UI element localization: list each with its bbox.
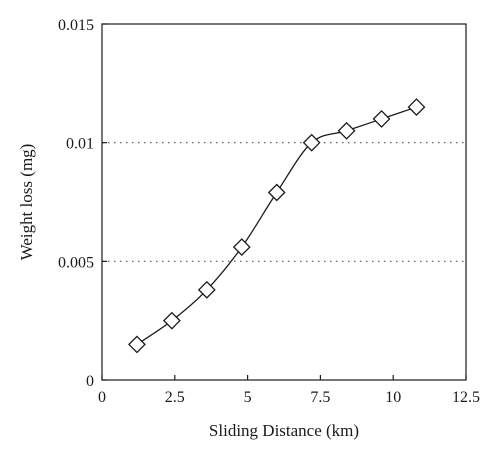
y-tick-label-2: 0.01	[66, 136, 94, 153]
data-point-0	[128, 335, 146, 354]
data-point-2	[197, 280, 216, 299]
y-tick-label-3: 0.015	[58, 17, 94, 34]
plot-frame	[101, 23, 467, 381]
x-tick-label-4: 10	[385, 389, 401, 406]
y-tick-label-0: 0	[86, 373, 94, 390]
data-point-1	[162, 311, 181, 330]
x-tick-label-1: 2.5	[165, 389, 185, 406]
data-point-5	[302, 133, 321, 152]
grid-lines	[102, 142, 466, 262]
y-tick-label-1: 0.005	[58, 254, 94, 271]
axis-ticks: 0 2.5 5 7.5 10 12.5 0 0.005 0.01 0.015	[58, 17, 480, 406]
data-point-3	[232, 238, 251, 257]
x-tick-label-3: 7.5	[310, 389, 330, 406]
data-point-6	[337, 121, 356, 140]
data-point-7	[372, 110, 391, 128]
data-point-4	[267, 183, 286, 202]
y-axis-title: Weight loss (mg)	[17, 144, 36, 261]
x-tick-label-5: 12.5	[452, 389, 480, 406]
x-tick-label-0: 0	[98, 389, 106, 406]
data-point-8	[407, 98, 426, 116]
x-axis-title: Sliding Distance (km)	[209, 421, 359, 440]
data-markers	[128, 98, 426, 354]
x-tick-label-2: 5	[244, 389, 252, 406]
